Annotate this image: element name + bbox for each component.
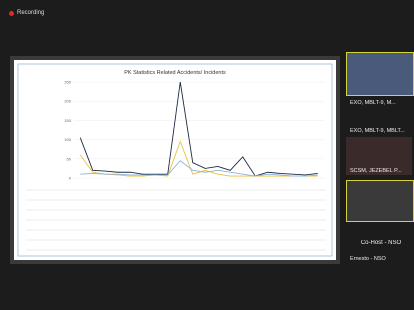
video-tile[interactable] xyxy=(346,180,414,222)
y-tick-label: 200 xyxy=(64,99,71,104)
y-tick-label: 100 xyxy=(64,137,71,142)
record-dot xyxy=(9,11,14,16)
shared-screen: PK Statistics Related Accidents/ Inciden… xyxy=(10,56,340,264)
participant-name: EXO, MBLT-9, MBLT... xyxy=(350,128,412,134)
participant-name: Ernesto - NSO xyxy=(350,256,412,262)
y-tick-label: 250 xyxy=(64,80,71,85)
participant-name: EXO, MBLT-9, M... xyxy=(350,100,412,106)
recording-indicator: Recording xyxy=(9,10,44,16)
video-tile[interactable] xyxy=(346,52,414,96)
participant-name: SCSM, JEZEBEL P... xyxy=(350,168,412,174)
zoom-window: Recording PK Statistics Related Accident… xyxy=(0,0,414,310)
chart-title: PK Statistics Related Accidents/ Inciden… xyxy=(124,70,226,76)
slide: PK Statistics Related Accidents/ Inciden… xyxy=(14,60,336,260)
participant-name: Co-Host - NSO xyxy=(350,240,412,246)
y-tick-label: 50 xyxy=(67,156,72,161)
y-tick-label: 150 xyxy=(64,118,71,123)
recording-label: Recording xyxy=(17,10,44,16)
